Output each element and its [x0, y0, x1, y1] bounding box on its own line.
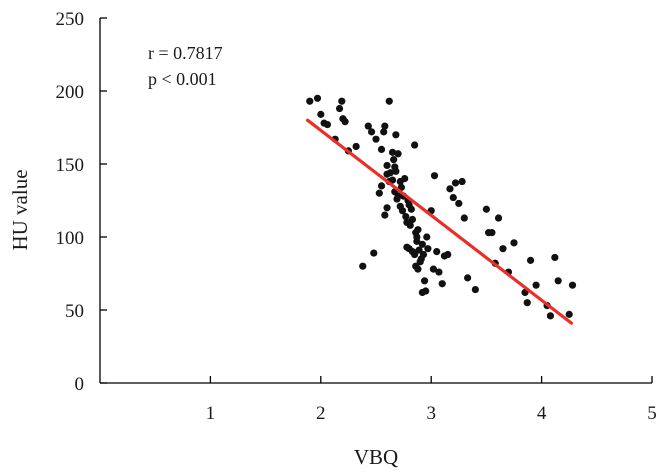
data-point — [451, 179, 460, 187]
data-point — [381, 211, 389, 219]
data-point — [401, 175, 409, 183]
data-point — [460, 214, 468, 222]
regression-line — [305, 118, 574, 325]
data-point — [510, 239, 518, 247]
data-point — [306, 97, 314, 105]
data-point — [388, 176, 397, 184]
x-tick-label: 3 — [426, 403, 436, 424]
data-point — [359, 262, 367, 270]
data-point — [402, 212, 410, 221]
data-point — [418, 240, 426, 248]
y-tick-label: 150 — [56, 155, 85, 176]
x-tick-label: 4 — [537, 403, 547, 424]
correlation-label: r = 0.7817 — [148, 43, 223, 63]
data-point — [364, 122, 372, 130]
data-point — [414, 226, 422, 234]
data-point — [338, 97, 346, 105]
data-point — [377, 182, 386, 190]
data-point — [429, 265, 438, 273]
regression-layer — [305, 118, 574, 325]
y-axis-title: HU value — [8, 169, 32, 250]
data-point — [568, 281, 577, 289]
data-point — [554, 277, 562, 285]
data-point — [458, 177, 466, 186]
data-point — [482, 205, 490, 213]
data-point — [381, 122, 389, 130]
data-point — [386, 169, 394, 177]
data-point — [392, 167, 400, 175]
data-point — [394, 150, 402, 158]
data-point — [406, 221, 414, 229]
data-point — [394, 192, 402, 200]
data-point — [523, 299, 531, 307]
data-point — [407, 205, 415, 213]
data-point — [313, 94, 322, 102]
data-point — [385, 97, 393, 105]
data-point — [408, 215, 417, 224]
data-point — [446, 185, 454, 193]
data-point — [411, 141, 419, 149]
data-point — [383, 204, 391, 212]
y-tick-label: 50 — [65, 301, 84, 322]
points-layer — [306, 94, 577, 320]
data-point — [419, 250, 428, 259]
data-point — [420, 277, 429, 285]
data-point — [392, 131, 400, 139]
data-point — [383, 161, 391, 170]
data-point — [411, 250, 419, 259]
data-point — [390, 156, 398, 164]
data-point — [398, 207, 407, 215]
data-point — [565, 310, 573, 318]
ticks-layer: 0 50 100 150 200 250 1 2 3 4 5 — [56, 9, 657, 424]
data-point — [449, 193, 457, 202]
data-point — [414, 265, 422, 273]
data-point — [372, 135, 380, 143]
data-point — [444, 250, 452, 259]
data-point — [367, 128, 376, 136]
data-point — [546, 312, 555, 320]
y-tick-label: 100 — [56, 228, 85, 249]
data-point — [455, 199, 463, 208]
x-tick-label: 2 — [316, 403, 326, 424]
data-point — [335, 104, 344, 113]
data-point — [423, 233, 431, 241]
x-axis-title: VBQ — [354, 445, 398, 469]
data-point — [341, 118, 349, 126]
data-point — [415, 246, 423, 254]
axes-layer — [99, 18, 652, 384]
data-point — [352, 142, 360, 151]
data-point — [551, 253, 559, 262]
data-point — [499, 245, 507, 253]
x-tick-label: 1 — [206, 403, 216, 424]
data-point — [464, 274, 472, 282]
data-point — [471, 285, 479, 294]
data-point — [375, 189, 383, 197]
data-point — [380, 128, 388, 136]
data-point — [488, 229, 496, 237]
data-point — [433, 248, 441, 256]
data-point — [370, 249, 378, 257]
y-tick-label: 0 — [75, 374, 85, 395]
y-tick-label: 250 — [56, 9, 85, 30]
x-tick-label: 5 — [647, 403, 657, 424]
data-point — [323, 120, 332, 129]
data-point — [413, 237, 421, 245]
p-value-label: p < 0.001 — [148, 69, 217, 89]
data-point — [526, 256, 535, 264]
data-point — [430, 172, 439, 180]
data-point — [388, 148, 397, 156]
data-point — [377, 145, 386, 153]
data-point — [422, 287, 430, 295]
data-point — [317, 110, 325, 118]
data-point — [494, 214, 503, 222]
y-tick-label: 200 — [56, 82, 85, 103]
data-point — [424, 245, 432, 253]
data-point — [532, 281, 540, 289]
data-point — [438, 280, 446, 288]
data-point — [435, 268, 443, 276]
